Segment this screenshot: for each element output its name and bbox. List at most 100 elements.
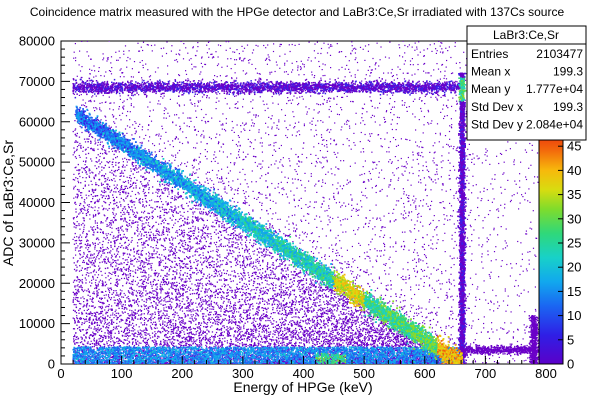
scatter-point [136,165,137,166]
scatter-point [89,214,90,215]
scatter-point [292,317,293,318]
scatter-point [398,178,399,179]
scatter-point [190,241,191,242]
scatter-point [496,156,497,157]
scatter-point [267,127,268,128]
scatter-point [146,282,147,283]
scatter-point [137,259,138,260]
scatter-point [130,81,131,82]
scatter-point [422,316,423,317]
scatter-point [393,114,394,115]
scatter-point [267,173,268,174]
scatter-point [383,117,384,118]
scatter-point [215,334,216,335]
scatter-point [220,305,221,306]
scatter-point [151,315,152,316]
scatter-point [307,111,308,112]
scatter-point [360,335,361,336]
scatter-point [114,297,115,298]
scatter-point [301,198,302,199]
scatter-point [346,313,347,314]
scatter-point [200,135,201,136]
scatter-point [94,210,95,211]
scatter-point [75,247,76,248]
scatter-point [498,163,499,164]
scatter-point [220,75,221,76]
scatter-point [439,283,440,284]
scatter-point [190,100,191,101]
scatter-point [140,309,141,310]
scatter-point [119,57,120,58]
scatter-point [169,160,170,161]
scatter-point [233,336,234,337]
scatter-point [197,251,198,252]
scatter-point [292,282,293,283]
scatter-point [526,233,527,234]
scatter-point [368,140,369,141]
scatter-point [385,57,386,58]
scatter-point [185,244,186,245]
scatter-point [298,103,299,104]
scatter-point [142,337,143,338]
scatter-point [173,270,174,271]
scatter-point [283,189,284,190]
scatter-point [251,181,252,182]
scatter-point [93,244,94,245]
scatter-point [367,252,368,253]
scatter-point [243,99,244,100]
scatter-point [341,97,342,98]
scatter-point [314,75,315,76]
scatter-point [286,239,287,240]
scatter-point [416,309,417,310]
scatter-point [205,290,206,291]
scatter-point [110,252,111,253]
scatter-point [170,342,171,343]
scatter-point [413,173,414,174]
scatter-point [194,66,195,67]
scatter-point [393,246,394,247]
scatter-point [144,332,145,333]
scatter-point [164,107,165,108]
scatter-point [112,256,113,257]
scatter-point [203,255,204,256]
scatter-point [199,342,200,343]
scatter-point [183,43,184,44]
scatter-point [87,243,88,244]
scatter-point [167,73,168,74]
scatter-point [111,149,112,150]
scatter-point [105,220,106,221]
scatter-point [436,315,437,316]
scatter-point [508,296,509,297]
scatter-point [485,160,486,161]
scatter-point [237,260,238,261]
scatter-point [110,220,111,221]
scatter-point [257,339,258,340]
scatter-point [245,278,246,279]
scatter-point [467,149,468,150]
scatter-point [226,320,227,321]
scatter-point [237,255,238,256]
scatter-point [534,176,535,177]
scatter-point [442,95,443,96]
scatter-point [340,107,341,108]
scatter-point [140,231,141,232]
scatter-point [278,335,279,336]
scatter-point [169,232,170,233]
scatter-point [408,201,409,202]
scatter-point [311,163,312,164]
scatter-point [95,142,96,143]
scatter-point [176,114,177,115]
scatter-point [369,96,370,97]
scatter-point [322,167,323,168]
scatter-point [326,144,327,145]
scatter-point [156,303,157,304]
scatter-point [110,71,111,72]
scatter-point [109,292,110,293]
scatter-point [302,154,303,155]
scatter-point [90,258,91,259]
scatter-point [110,330,111,331]
scatter-point [404,210,405,211]
scatter-point [369,286,370,287]
scatter-point [106,60,107,61]
scatter-point [366,111,367,112]
